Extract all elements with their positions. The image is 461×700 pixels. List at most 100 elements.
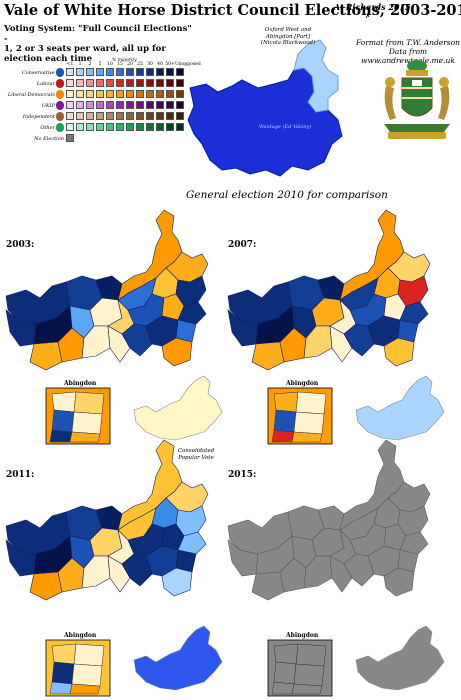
legend-row-other: Other (2, 123, 192, 133)
oxford-west-abingdon-constituency (293, 39, 339, 113)
pound-icon (56, 101, 64, 110)
oxford-label: Oxford West and Abingdon [Part] (Nicola … (260, 27, 316, 46)
legend-swatch (86, 101, 94, 109)
legend-swatch (86, 90, 94, 98)
inset-ward (293, 411, 325, 435)
star-icon (56, 112, 64, 121)
legend-swatch (66, 90, 74, 98)
popular-vote-map-2003 (133, 375, 223, 441)
legend-swatch (176, 101, 184, 109)
inset-ward (49, 429, 73, 443)
ward-map-2011 (5, 439, 209, 601)
legend-swatch (106, 123, 114, 131)
parliamentary-map: Wantage (Ed Vaizey) (187, 39, 343, 177)
popular-vote-shape (133, 625, 223, 691)
ward-region (383, 567, 415, 597)
wantage-constituency (187, 67, 343, 177)
abingdon-label-2015: Abingdon (286, 632, 319, 639)
legend-swatch (116, 90, 124, 98)
inset-ward (291, 431, 323, 443)
map-2011-year: 2011: (6, 470, 35, 480)
legend-swatch (136, 90, 144, 98)
ward-region (161, 337, 193, 367)
legend-swatch (146, 79, 154, 87)
map-2007-year: 2007: (228, 240, 257, 250)
legend-swatch (76, 123, 84, 131)
legend-swatch (176, 90, 184, 98)
abingdon-label-2011: Abingdon (64, 632, 97, 639)
ward-map-2015 (227, 439, 431, 601)
inset-ward (273, 391, 299, 413)
legend-party-label: Labour (36, 81, 55, 87)
popular-vote-map-2015 (355, 625, 445, 691)
legend-swatch (76, 112, 84, 120)
inset-ward (271, 681, 295, 695)
rose-icon (56, 79, 64, 88)
legend-tick: 10 (107, 62, 113, 67)
legend-row-labour: Labour (2, 79, 192, 89)
legend-swatch (86, 112, 94, 120)
legend-tick: 40 (157, 62, 163, 67)
legend-swatch (106, 101, 114, 109)
inset-ward (51, 661, 75, 685)
abingdon-inset-2011 (45, 639, 111, 697)
legend-swatch (116, 68, 124, 76)
inset-ward (69, 431, 101, 443)
legend-swatch (66, 79, 74, 87)
legend-swatch (166, 79, 174, 87)
legend-tick: 5 (98, 62, 102, 67)
legend-row-liberal-democrats: Liberal Democrats (2, 90, 192, 100)
legend-swatch (106, 90, 114, 98)
ward-region (29, 571, 63, 601)
inset-ward (51, 643, 77, 665)
inset-ward (293, 663, 325, 687)
legend-swatch (86, 123, 94, 131)
legend-swatch (116, 79, 124, 87)
legend-swatch (66, 123, 74, 131)
inset-ward (273, 661, 297, 685)
legend-swatch (156, 79, 164, 87)
legend-swatch (136, 112, 144, 120)
legend-swatch (126, 68, 134, 76)
ward-region (251, 341, 285, 371)
legend-swatch (96, 123, 104, 131)
legend-tick: Unopposed (175, 62, 201, 67)
legend-swatch (166, 68, 174, 76)
legend-swatch (146, 101, 154, 109)
inset-ward (271, 429, 295, 443)
comparison-subtitle: General election 2010 for comparison (186, 189, 388, 201)
legend-swatch (176, 79, 184, 87)
abingdon-inset-2003 (45, 387, 111, 445)
legend-swatch (166, 112, 174, 120)
popular-vote-shape (133, 375, 223, 441)
coat-of-arms-icon (384, 60, 450, 139)
legend-party-label: UKIP (41, 103, 55, 109)
voting-line1: Voting System: "Full Council Elections" … (4, 24, 192, 44)
inset-ward (291, 683, 323, 695)
legend-swatch (116, 123, 124, 131)
legend-swatch (146, 112, 154, 120)
legend-swatch (156, 101, 164, 109)
inset-ward (273, 409, 297, 433)
legend-swatch (126, 79, 134, 87)
legend-swatch (76, 79, 84, 87)
legend-swatch (176, 112, 184, 120)
legend-tick: 25 (137, 62, 143, 67)
legend-swatch (146, 68, 154, 76)
legend-row-conservative: Conservative (2, 68, 192, 78)
abingdon-inset-2007 (267, 387, 333, 445)
legend-swatch (176, 123, 184, 131)
inset-ward (51, 391, 77, 413)
ward-region (177, 301, 207, 325)
source-credit: Format from T.W. Anderson Data from www.… (356, 38, 460, 65)
popular-vote-shape (355, 375, 445, 441)
legend-swatch (76, 90, 84, 98)
legend-tick: 15 (117, 62, 123, 67)
legend-swatch (86, 68, 94, 76)
legend-tick: 30 (147, 62, 153, 67)
source-line2: Data from (388, 47, 428, 56)
map-2003-year: 2003: (6, 240, 35, 250)
legend-swatch (106, 68, 114, 76)
tree-icon (56, 68, 64, 77)
legend-swatch (156, 112, 164, 120)
